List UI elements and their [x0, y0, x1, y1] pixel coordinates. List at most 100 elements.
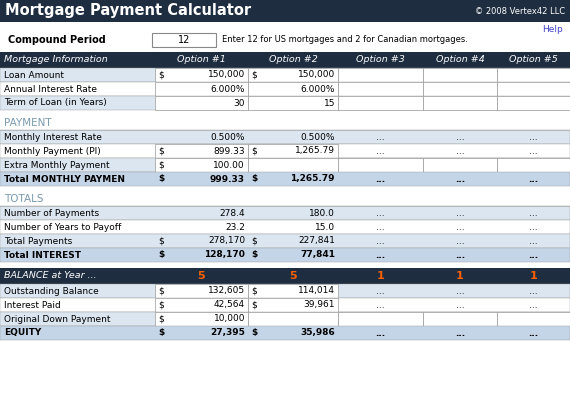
- Text: 278.4: 278.4: [219, 208, 245, 217]
- Text: 35,986: 35,986: [300, 328, 335, 337]
- Bar: [0, 206, 570, 220]
- Text: $: $: [158, 301, 164, 310]
- Bar: [155, 298, 248, 312]
- Text: ...: ...: [529, 133, 538, 142]
- Text: $: $: [251, 237, 256, 246]
- Bar: [248, 144, 338, 158]
- Bar: [338, 82, 423, 96]
- Text: Option #4: Option #4: [435, 55, 484, 64]
- Bar: [0, 158, 570, 172]
- Text: Mortgage Payment Calculator: Mortgage Payment Calculator: [5, 4, 251, 18]
- Text: 999.33: 999.33: [210, 175, 245, 184]
- Bar: [0, 312, 570, 326]
- Text: 12: 12: [178, 35, 190, 45]
- Bar: [248, 312, 338, 326]
- Text: ...: ...: [376, 175, 385, 184]
- Text: 180.0: 180.0: [309, 208, 335, 217]
- Text: Option #3: Option #3: [356, 55, 405, 64]
- Text: Compound Period: Compound Period: [8, 35, 106, 45]
- Bar: [0, 326, 570, 340]
- Bar: [248, 82, 338, 96]
- Bar: [338, 96, 423, 110]
- Text: 23.2: 23.2: [225, 222, 245, 231]
- Text: 114,014: 114,014: [298, 286, 335, 295]
- Text: BALANCE at Year ...: BALANCE at Year ...: [4, 271, 96, 281]
- Text: 5: 5: [289, 271, 297, 281]
- Text: Number of Payments: Number of Payments: [4, 208, 99, 217]
- Text: ...: ...: [528, 251, 539, 259]
- Text: 15.0: 15.0: [315, 222, 335, 231]
- Bar: [0, 172, 570, 186]
- Text: Enter 12 for US mortgages and 2 for Canadian mortgages.: Enter 12 for US mortgages and 2 for Cana…: [222, 35, 468, 44]
- Text: 0.500%: 0.500%: [300, 133, 335, 142]
- Bar: [155, 312, 248, 326]
- Bar: [155, 82, 248, 96]
- Text: Loan Amount: Loan Amount: [4, 71, 64, 80]
- Text: 5: 5: [198, 271, 205, 281]
- Bar: [248, 284, 338, 298]
- Bar: [423, 82, 497, 96]
- Text: 10,000: 10,000: [214, 315, 245, 324]
- Text: Original Down Payment: Original Down Payment: [4, 315, 111, 324]
- Text: ...: ...: [455, 146, 465, 155]
- Bar: [338, 158, 423, 172]
- Bar: [248, 158, 338, 172]
- Bar: [0, 284, 570, 298]
- Text: Total Payments: Total Payments: [4, 237, 72, 246]
- Text: $: $: [251, 328, 257, 337]
- Bar: [497, 96, 570, 110]
- Text: 39,961: 39,961: [303, 301, 335, 310]
- Bar: [0, 144, 570, 158]
- Bar: [423, 68, 497, 82]
- Text: Total MONTHLY PAYMEN: Total MONTHLY PAYMEN: [4, 175, 125, 184]
- Text: ...: ...: [455, 222, 465, 231]
- Text: ...: ...: [529, 301, 538, 310]
- Text: 100.00: 100.00: [213, 160, 245, 169]
- Text: 1: 1: [377, 271, 384, 281]
- Bar: [0, 96, 570, 110]
- Text: 899.33: 899.33: [213, 146, 245, 155]
- Bar: [155, 158, 248, 172]
- Text: $: $: [158, 315, 164, 324]
- Text: $: $: [158, 251, 164, 259]
- Text: Annual Interest Rate: Annual Interest Rate: [4, 84, 97, 93]
- Text: 1: 1: [456, 271, 464, 281]
- Bar: [152, 33, 216, 47]
- Bar: [0, 298, 570, 312]
- Text: ...: ...: [455, 133, 465, 142]
- Text: ...: ...: [529, 286, 538, 295]
- Text: ...: ...: [376, 146, 385, 155]
- Text: 6.000%: 6.000%: [210, 84, 245, 93]
- Text: 30: 30: [234, 98, 245, 107]
- Text: ...: ...: [455, 208, 465, 217]
- Bar: [423, 96, 497, 110]
- Text: $: $: [158, 160, 164, 169]
- Bar: [338, 312, 423, 326]
- Text: $: $: [158, 71, 164, 80]
- Bar: [338, 68, 423, 82]
- Text: Extra Monthly Payment: Extra Monthly Payment: [4, 160, 109, 169]
- Text: Monthly Payment (PI): Monthly Payment (PI): [4, 146, 101, 155]
- Bar: [423, 312, 497, 326]
- Bar: [0, 234, 570, 248]
- Bar: [497, 312, 570, 326]
- Text: Monthly Interest Rate: Monthly Interest Rate: [4, 133, 102, 142]
- Text: $: $: [158, 237, 164, 246]
- Text: ...: ...: [455, 175, 465, 184]
- Text: TOTALS: TOTALS: [4, 194, 43, 204]
- Text: ...: ...: [455, 237, 465, 246]
- Text: $: $: [251, 251, 257, 259]
- Text: 1: 1: [530, 271, 538, 281]
- Bar: [155, 96, 248, 110]
- Text: ...: ...: [529, 208, 538, 217]
- Bar: [497, 68, 570, 82]
- Bar: [0, 30, 570, 50]
- Bar: [0, 52, 570, 68]
- Text: ...: ...: [376, 208, 385, 217]
- Text: ...: ...: [376, 251, 385, 259]
- Bar: [0, 130, 570, 144]
- Text: $: $: [251, 175, 257, 184]
- Text: ...: ...: [376, 328, 385, 337]
- Text: PAYMENT: PAYMENT: [4, 118, 52, 128]
- Bar: [0, 220, 570, 234]
